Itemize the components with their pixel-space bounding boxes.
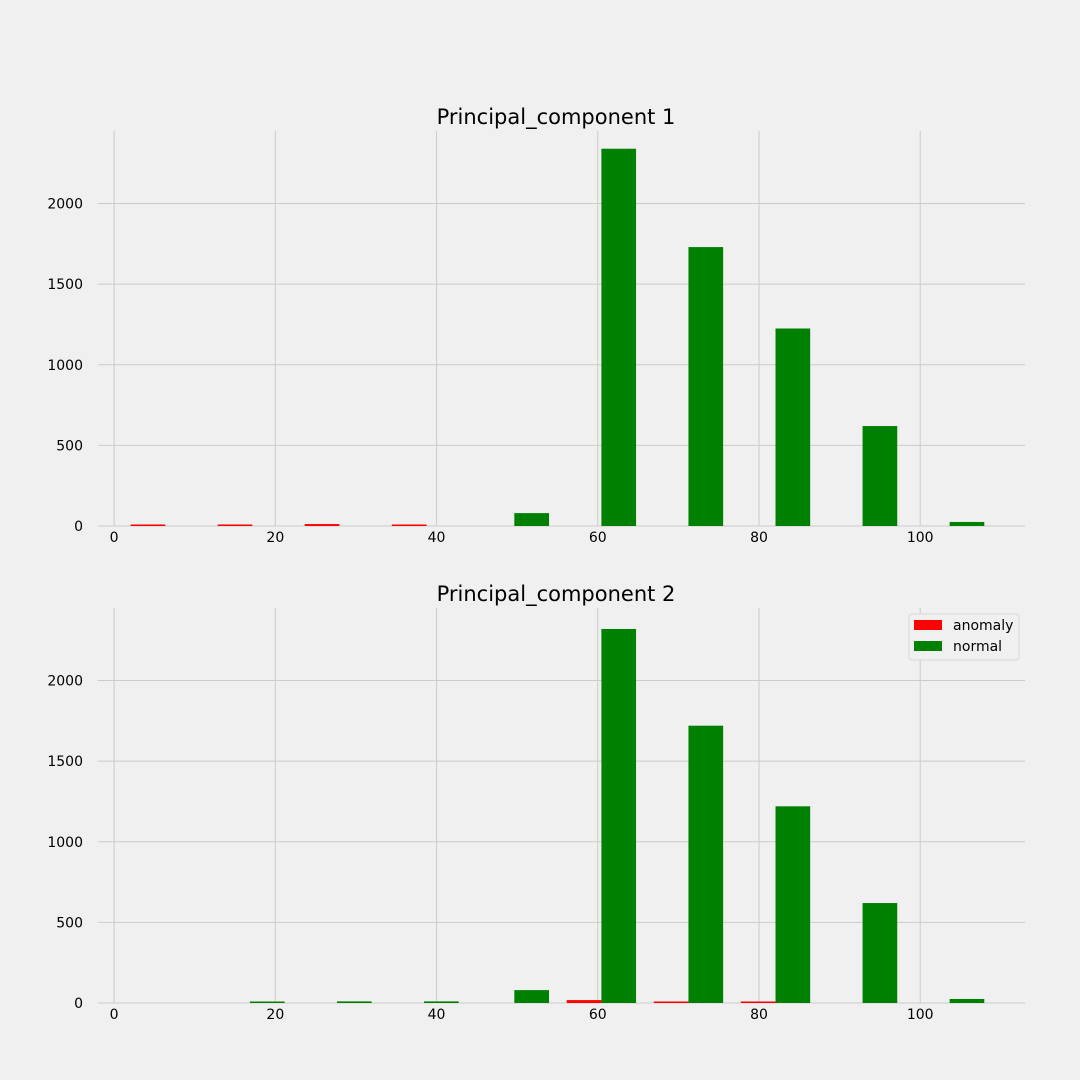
legend-label-normal: normal — [953, 639, 1002, 655]
chart-title: Principal_component 2 — [437, 582, 676, 607]
y-tick-label: 2000 — [47, 197, 83, 213]
bar-anomaly — [304, 524, 340, 526]
x-tick-label: 40 — [428, 1007, 446, 1023]
x-tick-label: 20 — [266, 1007, 284, 1023]
x-tick-label: 80 — [750, 530, 768, 546]
y-tick-label: 1500 — [47, 754, 83, 770]
bar-normal — [862, 903, 898, 1003]
y-tick-label: 500 — [56, 915, 83, 931]
legend: anomaly normal — [908, 613, 1020, 661]
subplot-principal-component-2: 0 20 40 60 80 100 0 500 1000 1500 2000 Principal_… — [47, 582, 1025, 1023]
y-tick-label: 0 — [74, 996, 83, 1012]
x-tick-label: 40 — [428, 530, 446, 546]
y-tick-label: 2000 — [47, 674, 83, 690]
bar-normal — [775, 328, 811, 526]
y-tick-label: 1000 — [47, 835, 83, 851]
bar-normal — [249, 1001, 285, 1003]
bar-normal — [601, 628, 637, 1003]
legend-swatch-normal — [914, 641, 942, 651]
x-tick-label: 0 — [110, 1007, 119, 1023]
bar-anomaly — [740, 1001, 776, 1003]
x-tick-labels: 0 20 40 60 80 100 — [110, 1007, 934, 1023]
y-tick-label: 1000 — [47, 358, 83, 374]
bar-anomaly — [566, 1000, 602, 1003]
legend-label-anomaly: anomaly — [953, 618, 1013, 634]
bar-normal — [688, 247, 724, 526]
bar-anomaly — [130, 524, 166, 526]
subplot-principal-component-1: 0 20 40 60 80 100 0 500 1000 1500 2000 Principal_… — [47, 105, 1025, 546]
bar-normal — [514, 990, 550, 1003]
x-tick-label: 60 — [589, 1007, 607, 1023]
y-tick-label: 500 — [56, 438, 83, 454]
bar-normal — [601, 148, 637, 527]
bar-normal — [949, 998, 985, 1003]
y-tick-label: 0 — [74, 519, 83, 535]
bar-normal — [688, 725, 724, 1003]
bar-normal — [775, 806, 811, 1003]
x-tick-label: 60 — [589, 530, 607, 546]
x-tick-labels: 0 20 40 60 80 100 — [110, 530, 934, 546]
bar-anomaly — [653, 1001, 689, 1003]
bars — [130, 148, 985, 527]
x-tick-label: 80 — [750, 1007, 768, 1023]
bar-normal — [949, 521, 985, 526]
bars — [249, 628, 985, 1003]
x-tick-label: 100 — [907, 530, 934, 546]
bar-anomaly — [391, 524, 427, 526]
bar-normal — [514, 513, 550, 526]
y-tick-label: 1500 — [47, 277, 83, 293]
x-tick-label: 100 — [907, 1007, 934, 1023]
bar-normal — [337, 1001, 372, 1003]
legend-swatch-anomaly — [914, 620, 942, 630]
y-tick-labels: 0 500 1000 1500 2000 — [47, 197, 83, 535]
y-tick-labels: 0 500 1000 1500 2000 — [47, 674, 83, 1012]
bar-normal — [424, 1001, 459, 1003]
bar-anomaly — [217, 524, 253, 526]
x-tick-label: 0 — [110, 530, 119, 546]
x-tick-label: 20 — [266, 530, 284, 546]
bar-normal — [862, 426, 898, 526]
chart-title: Principal_component 1 — [437, 105, 676, 130]
